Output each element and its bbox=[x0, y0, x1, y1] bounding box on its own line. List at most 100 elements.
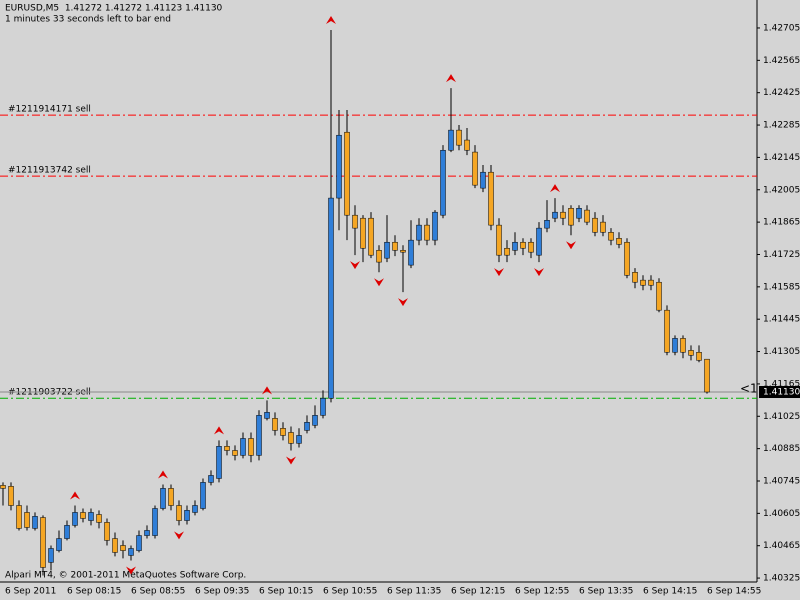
candle-body bbox=[272, 418, 278, 431]
fractal-up bbox=[446, 74, 456, 83]
x-tick-label: 6 Sep 08:15 bbox=[67, 587, 121, 597]
candle-body bbox=[136, 535, 142, 551]
candle-body bbox=[672, 338, 678, 353]
candle-body bbox=[656, 281, 662, 311]
candle-body bbox=[416, 224, 422, 241]
bid-label-box bbox=[759, 386, 800, 399]
fractal-up bbox=[326, 16, 336, 25]
fractal-down bbox=[398, 298, 408, 307]
x-tick-label: 6 Sep 14:55 bbox=[707, 587, 761, 597]
y-tick-label: 1.42565 bbox=[763, 56, 800, 66]
y-tick-label: 1.41305 bbox=[763, 347, 800, 357]
y-tick-label: 1.42705 bbox=[763, 23, 800, 33]
fractal-up bbox=[70, 491, 80, 500]
candle-body bbox=[504, 247, 510, 256]
y-tick-label: 1.41025 bbox=[763, 412, 800, 422]
candle-body bbox=[32, 516, 38, 529]
y-tick-label: 1.41865 bbox=[763, 218, 800, 228]
candle-body bbox=[696, 352, 702, 361]
candle-body bbox=[352, 214, 358, 229]
candle-body bbox=[72, 512, 78, 526]
candle-body bbox=[528, 241, 534, 253]
candle-body bbox=[648, 279, 654, 286]
x-tick-label: 6 Sep 09:35 bbox=[195, 587, 249, 597]
candle-body bbox=[344, 131, 350, 216]
fractal-down bbox=[566, 241, 576, 250]
candle-body bbox=[632, 272, 638, 283]
candle-body bbox=[496, 224, 502, 256]
fractal-down bbox=[350, 261, 360, 270]
candle-body bbox=[688, 350, 694, 356]
fractal-down bbox=[174, 531, 184, 540]
candle-body bbox=[224, 446, 230, 451]
candle-body bbox=[40, 517, 46, 568]
candle-body bbox=[400, 250, 406, 253]
candle-body bbox=[256, 415, 262, 456]
candle-body bbox=[112, 538, 118, 553]
candle-body bbox=[176, 505, 182, 521]
candle-body bbox=[464, 139, 470, 151]
y-tick-label: 1.40885 bbox=[763, 444, 800, 454]
candle-body bbox=[600, 221, 606, 233]
footer: Alpari MT4, © 2001-2011 MetaQuotes Softw… bbox=[5, 571, 246, 581]
fractal-up bbox=[550, 184, 560, 193]
y-tick-label: 1.42005 bbox=[763, 185, 800, 195]
fractal-down bbox=[126, 566, 136, 575]
fractal-down bbox=[374, 278, 384, 287]
candle-body bbox=[360, 217, 366, 249]
candle-body bbox=[104, 522, 110, 541]
chart-subtitle: 1 minutes 33 seconds left to bar end bbox=[5, 15, 171, 25]
candle-body bbox=[168, 488, 174, 506]
candle-body bbox=[120, 545, 126, 551]
candle-body bbox=[680, 338, 686, 353]
x-tick-label: 6 Sep 08:55 bbox=[131, 587, 185, 597]
y-tick-label: 1.40325 bbox=[763, 574, 800, 584]
candle-body bbox=[608, 232, 614, 241]
candle-body bbox=[24, 512, 30, 528]
candle-body bbox=[240, 438, 246, 456]
candle-body bbox=[152, 508, 158, 536]
candle-body bbox=[376, 250, 382, 263]
candle-body bbox=[280, 428, 286, 436]
candle-body bbox=[48, 548, 54, 563]
candle-body bbox=[160, 488, 166, 509]
y-tick-label: 1.40465 bbox=[763, 541, 800, 551]
candle-body bbox=[208, 475, 214, 483]
x-tick-label: 6 Sep 10:55 bbox=[323, 587, 377, 597]
candle-body bbox=[328, 197, 334, 399]
order-label: #1211914171 sell bbox=[8, 105, 91, 115]
chart-title: EURUSD,M5 1.41272 1.41272 1.41123 1.4113… bbox=[5, 4, 223, 14]
candle-body bbox=[16, 505, 22, 529]
fractal-down bbox=[494, 268, 504, 277]
candle-body bbox=[624, 241, 630, 276]
candle-body bbox=[304, 422, 310, 431]
candle-body bbox=[640, 279, 646, 286]
x-tick-label: 6 Sep 10:15 bbox=[259, 587, 313, 597]
y-tick-label: 1.40605 bbox=[763, 509, 800, 519]
candle-body bbox=[544, 220, 550, 229]
x-tick-label: 6 Sep 2011 bbox=[5, 587, 56, 597]
candle-body bbox=[424, 224, 430, 241]
y-tick-label: 1.41165 bbox=[763, 379, 800, 389]
candle-body bbox=[584, 209, 590, 223]
candle-body bbox=[576, 208, 582, 219]
x-tick-label: 6 Sep 12:15 bbox=[451, 587, 505, 597]
candle-body bbox=[128, 548, 134, 556]
candle-body bbox=[552, 211, 558, 219]
bid-label: 1.41130 bbox=[763, 388, 800, 398]
candle-body bbox=[88, 512, 94, 521]
candle-body bbox=[560, 211, 566, 219]
order-label: #1211913742 sell bbox=[8, 166, 91, 176]
candle-body bbox=[592, 217, 598, 233]
y-tick-label: 1.42425 bbox=[763, 88, 800, 98]
candle-body bbox=[248, 438, 254, 456]
fractal-down bbox=[286, 456, 296, 465]
y-tick-label: 1.41725 bbox=[763, 250, 800, 260]
candle-body bbox=[8, 486, 14, 506]
candle-body bbox=[264, 412, 270, 419]
x-tick-label: 6 Sep 13:35 bbox=[579, 587, 633, 597]
candle-body bbox=[56, 538, 62, 551]
y-tick-label: 1.42285 bbox=[763, 121, 800, 131]
